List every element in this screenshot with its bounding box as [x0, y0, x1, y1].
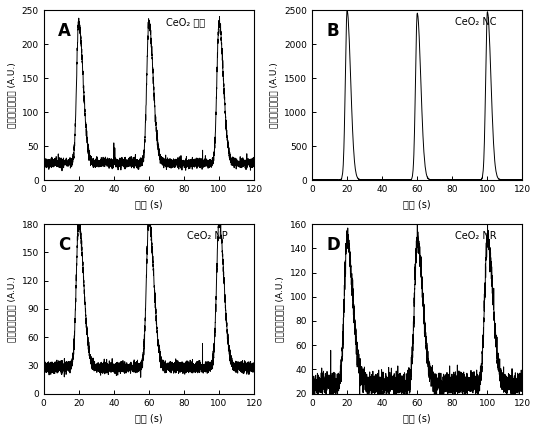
Text: A: A [58, 22, 71, 40]
X-axis label: 时间 (s): 时间 (s) [404, 200, 431, 209]
Text: CeO₂ 商品: CeO₂ 商品 [166, 17, 205, 27]
Text: C: C [58, 236, 70, 254]
X-axis label: 时间 (s): 时间 (s) [404, 413, 431, 423]
Y-axis label: 电化学发光强度 (A.U.): 电化学发光强度 (A.U.) [270, 62, 279, 128]
Text: D: D [327, 236, 341, 254]
Y-axis label: 电化学发光强度 (A.U.): 电化学发光强度 (A.U.) [7, 276, 16, 342]
Text: CeO₂ NP: CeO₂ NP [187, 231, 228, 241]
Text: CeO₂ NC: CeO₂ NC [455, 17, 497, 27]
Text: B: B [327, 22, 339, 40]
Y-axis label: 电化学发光强度 (A.U.): 电化学发光强度 (A.U.) [7, 62, 16, 128]
X-axis label: 时间 (s): 时间 (s) [135, 200, 162, 209]
Y-axis label: 电化学发光强度 (A.U.): 电化学发光强度 (A.U.) [275, 276, 285, 342]
X-axis label: 时间 (s): 时间 (s) [135, 413, 162, 423]
Text: CeO₂ NR: CeO₂ NR [455, 231, 497, 241]
